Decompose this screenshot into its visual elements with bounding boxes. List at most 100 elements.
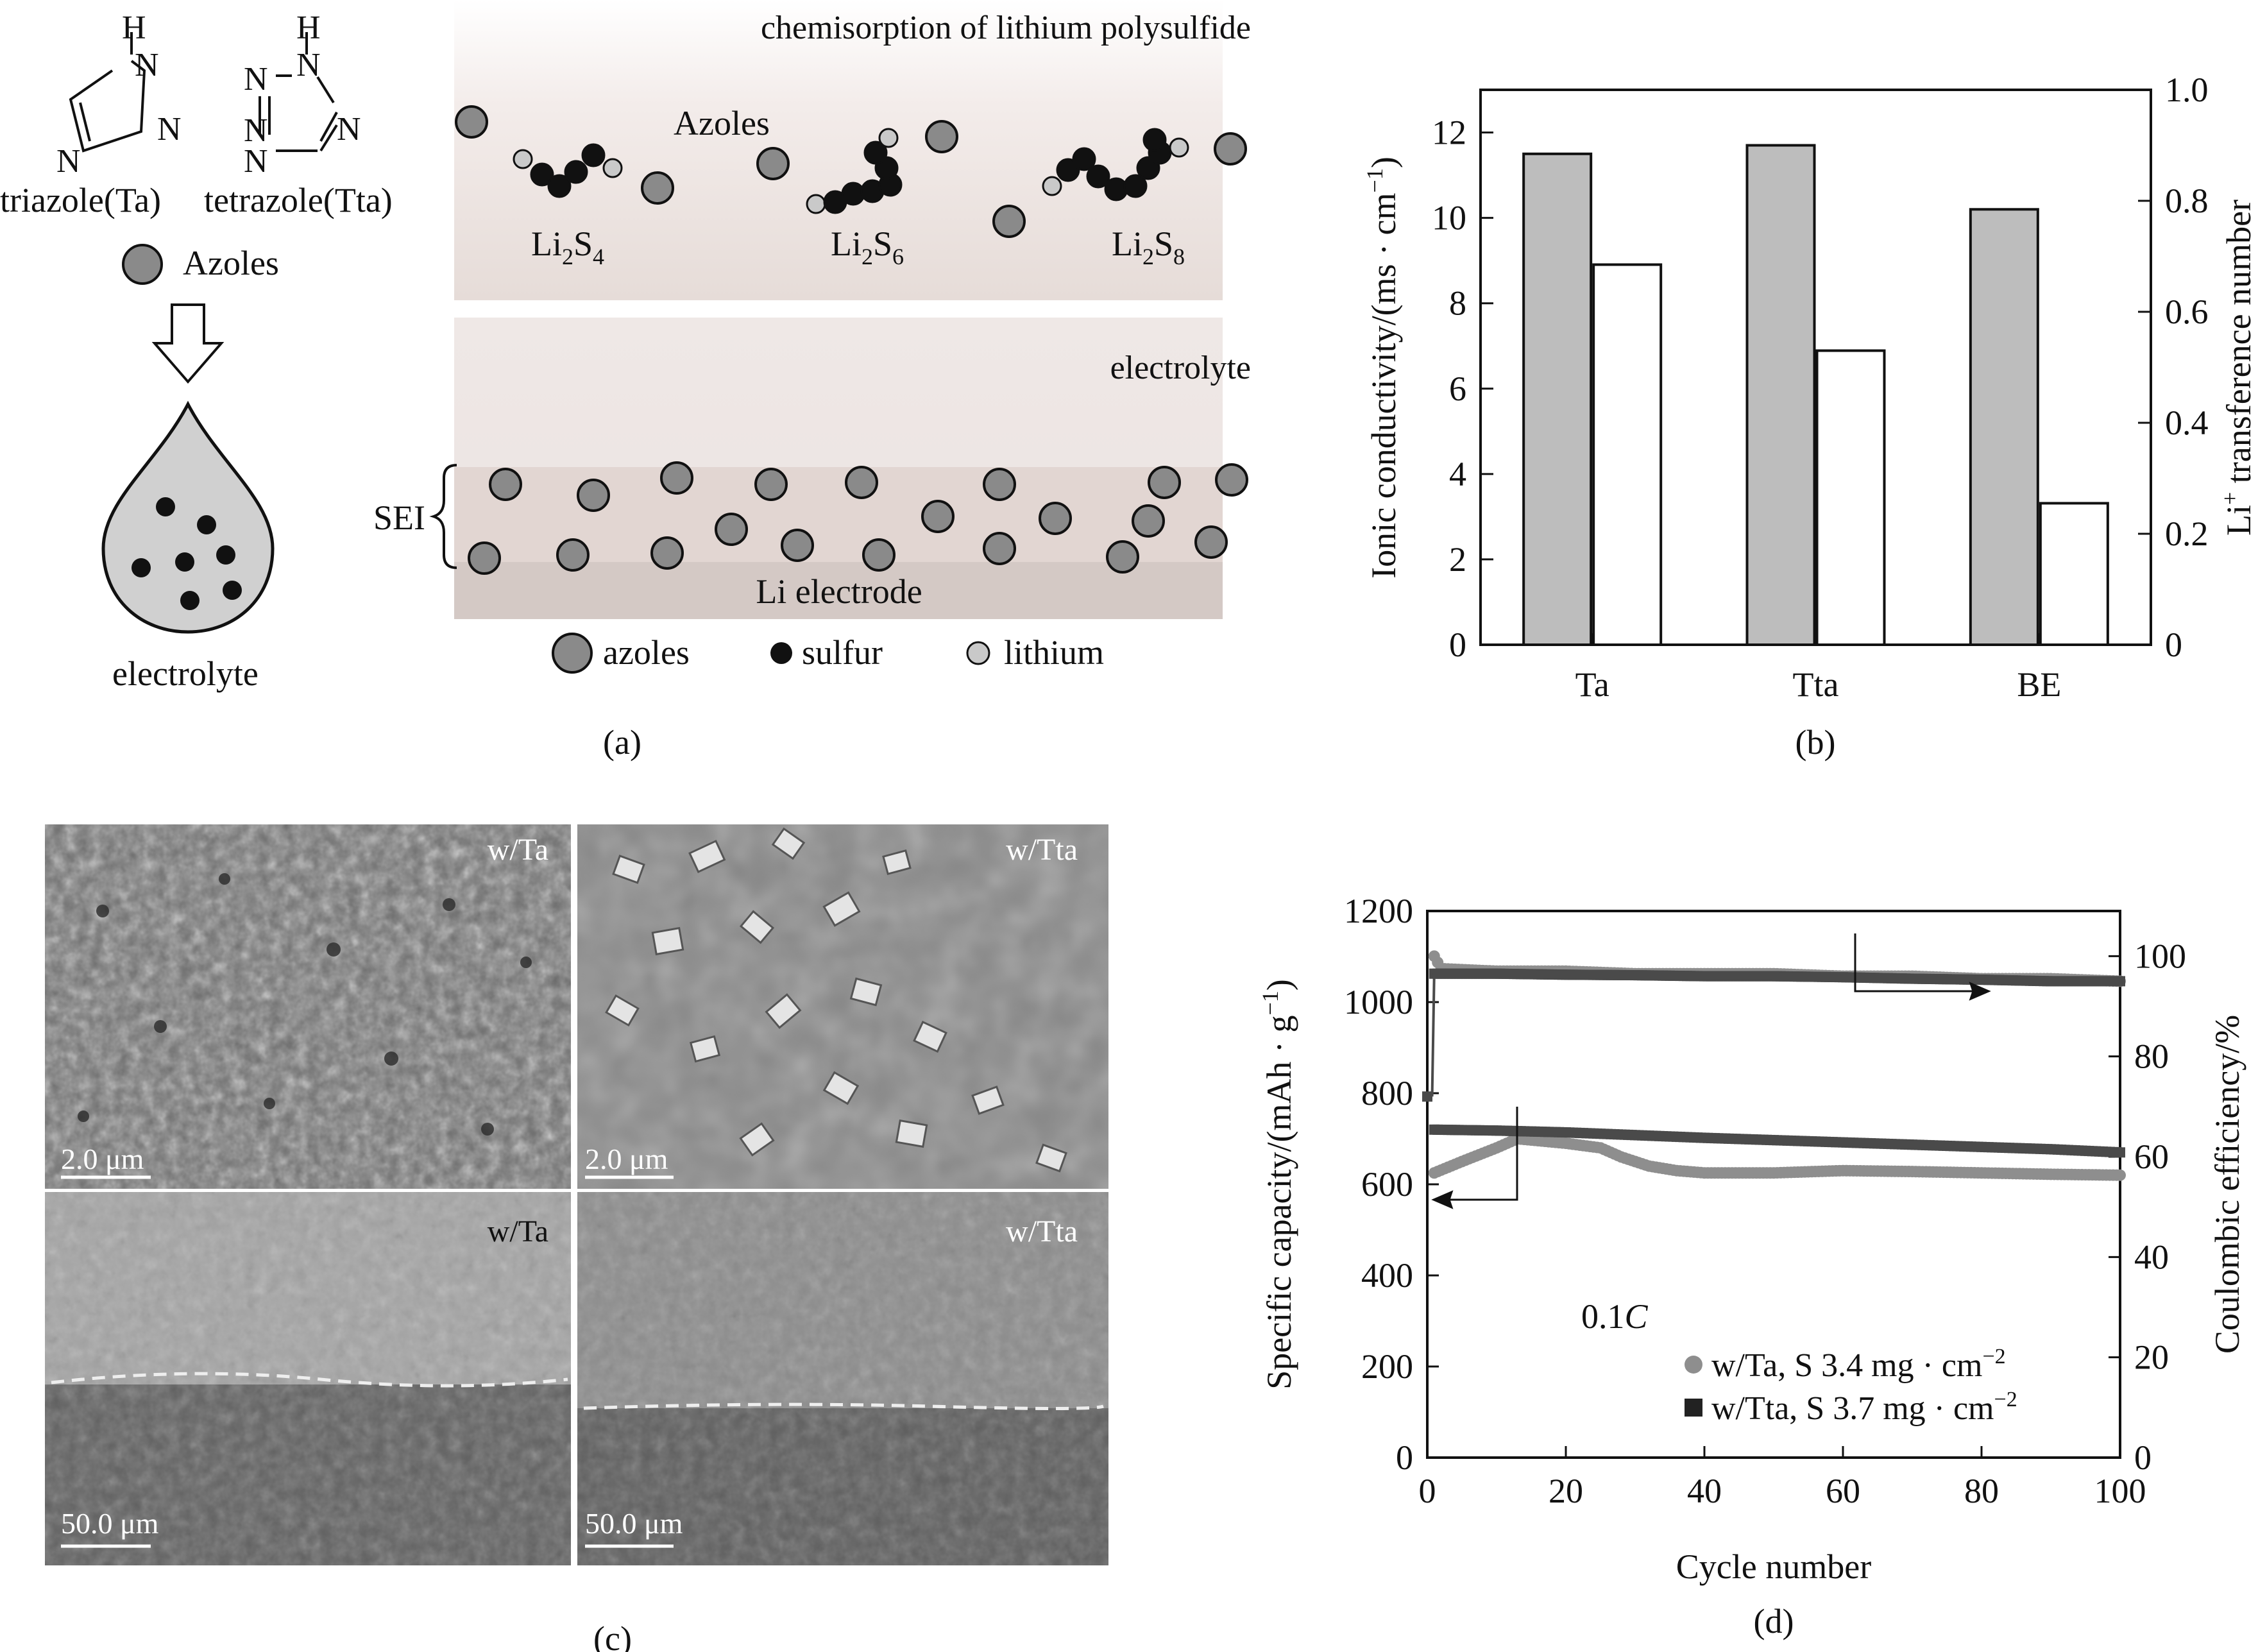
- li-electrode-layer: [454, 562, 1223, 619]
- down-arrow-icon: [151, 303, 225, 384]
- caption-c: (c): [593, 1619, 632, 1652]
- tetrazole-atom-n1: N: [296, 47, 321, 83]
- tetrazole-atom-n4: N: [244, 143, 268, 180]
- chart-d-xtick-label: 60: [1826, 1472, 1860, 1510]
- bar-ta-transference: [1592, 263, 1663, 647]
- bar-be-transference: [2039, 502, 2109, 646]
- li2s4-molecule: [513, 143, 623, 198]
- bar-ta-conductivity: [1522, 152, 1593, 647]
- azoles-legend-dot: [122, 244, 163, 285]
- chart-b-ytick-label-left: 0: [1449, 626, 1466, 664]
- tetrazole-atom-h: H: [296, 10, 321, 46]
- bar-be-conductivity: [1969, 208, 2039, 646]
- chart-b-ytick-label-left: 12: [1432, 114, 1466, 152]
- sei-label: SEI: [373, 498, 425, 537]
- chart-b-ytick-label-left: 2: [1449, 540, 1466, 579]
- sem-image-tta-cross-section: w/Tta 50.0 μm: [577, 1192, 1108, 1565]
- chemisorption-title: chemisorption of lithium polysulfide: [761, 10, 1251, 46]
- legend-lithium-label: lithium: [1004, 633, 1104, 672]
- caption-d: (d): [1754, 1602, 1794, 1640]
- panel-a: H N N N triazole(Ta) H N N N N N tetrazo…: [0, 0, 1251, 762]
- chart-b-ytick-label-left: 10: [1432, 199, 1466, 237]
- chart-d-ytick-label-right: 60: [2134, 1137, 2169, 1176]
- interface-line-tta: [583, 1402, 1104, 1410]
- legend-azoles-label: azoles: [603, 633, 690, 672]
- sem-image-ta-cross-section: w/Ta 50.0 μm: [45, 1192, 571, 1565]
- ce-point: [2115, 976, 2125, 987]
- sem-label-tta-2: w/Tta: [1006, 1214, 1078, 1248]
- chart-b-ylabel-right: Li+ transference number: [2217, 200, 2258, 536]
- triazole-label: triazole(Ta): [0, 181, 161, 219]
- panel-b: Ta Tta BE 0 2 4 6 8 10 12 0 0.2 0.4 0.6 0.8 1.0 Ionic c…: [1362, 71, 2258, 762]
- chart-d-ytick-label-right: 100: [2134, 937, 2186, 975]
- sem-scale-tta-2: 50.0 μm: [585, 1507, 683, 1540]
- sem-label-ta-1: w/Ta: [488, 833, 548, 867]
- interface-line-ta: [51, 1372, 568, 1388]
- bar-tta-transference: [1815, 349, 1886, 646]
- chart-d-ytick-label-left: 400: [1361, 1256, 1413, 1295]
- chart-b-ytick-label-left: 6: [1449, 370, 1466, 408]
- chemisorption-box: [454, 0, 1223, 300]
- legend-azoles-icon: [552, 633, 593, 674]
- chart-d-ytick-label-left: 200: [1361, 1347, 1413, 1386]
- li2s6-molecule: [806, 128, 903, 214]
- box-azole-dots: [455, 105, 1247, 238]
- chart-b-ytick-label-right: 0: [2165, 626, 2182, 664]
- legend-sulfur-icon: [770, 642, 792, 664]
- sei-azole-dots: [468, 461, 1248, 575]
- legend-ta-marker: [1685, 1356, 1702, 1374]
- capacity-point: [2115, 1147, 2125, 1158]
- tetrazole-atom-n2: N: [244, 61, 268, 98]
- chart-b-ytick-label-left: 4: [1449, 455, 1466, 493]
- legend-ta-label: w/Ta, S 3.4 mg · cm−2: [1711, 1345, 2006, 1384]
- li2s8-molecule: [1042, 128, 1189, 201]
- panel-d: 0 20 40 60 80 1000200400600800100012000204060…: [1257, 892, 2246, 1640]
- legend-tta-marker: [1685, 1399, 1702, 1417]
- rate-annotation: 0.1C: [1581, 1297, 1649, 1336]
- tetrazole-atom-n3: N: [244, 112, 268, 149]
- chart-d-xtick-label: 20: [1549, 1472, 1583, 1510]
- chart-b-ylabel-left: Ionic conductivity/(ms · cm−1): [1362, 157, 1403, 579]
- arrow-to-right-axis: [1854, 933, 1991, 1001]
- droplet-electrolyte-label: electrolyte: [112, 654, 259, 693]
- chart-b-ytick-label-right: 1.0: [2165, 71, 2209, 109]
- chart-d-ytick-label-left: 0: [1396, 1438, 1413, 1477]
- species-label-li2s8: Li2S8: [1112, 225, 1185, 269]
- sem-image-tta-surface: w/Tta 2.0 μm: [577, 824, 1108, 1189]
- ce-point-initial: [1422, 1091, 1432, 1102]
- chart-b-category-label: Tta: [1793, 665, 1839, 704]
- tetrazole-atom-n5: N: [337, 111, 361, 148]
- chart-d-ylabel-left: Specific capacity/(mAh · g−1): [1257, 979, 1298, 1390]
- li-electrode-label: Li electrode: [756, 572, 922, 611]
- legend-lithium-icon: [966, 641, 990, 665]
- tetrazole-structure: [259, 32, 338, 152]
- droplet-azole-dots: [132, 497, 242, 610]
- series-tta: [1422, 968, 2125, 1158]
- caption-b: (b): [1795, 723, 1836, 762]
- arrow-to-left-axis: [1431, 1107, 1518, 1209]
- triazole-atom-n1: N: [135, 47, 159, 83]
- triazole-atom-h: H: [122, 10, 146, 46]
- chart-d-xtick-label: 80: [1964, 1472, 1999, 1510]
- chart-b-ytick-label-right: 0.6: [2165, 293, 2209, 331]
- chart-b-category-label: Ta: [1575, 665, 1609, 704]
- chart-d-ytick-label-left: 800: [1361, 1074, 1413, 1112]
- sem-scale-ta-1: 2.0 μm: [61, 1143, 144, 1175]
- chart-d-xtick-label: 40: [1687, 1472, 1722, 1510]
- species-label-li2s4: Li2S4: [531, 225, 604, 269]
- sem-scale-ta-2: 50.0 μm: [61, 1507, 159, 1540]
- caption-a: (a): [603, 723, 641, 762]
- chart-d-xtick-label: 0: [1419, 1472, 1436, 1510]
- sem-image-ta-surface: w/Ta 2.0 μm: [45, 824, 571, 1189]
- chart-d-ylabel-right: Coulombic efficiency/%: [2208, 1015, 2246, 1354]
- sem-scale-tta-1: 2.0 μm: [585, 1143, 668, 1175]
- species-label-li2s6: Li2S6: [831, 225, 904, 269]
- ce-initial-jump: [1430, 973, 1436, 1097]
- chart-d-ytick-label-right: 40: [2134, 1238, 2169, 1276]
- chart-b-ytick-label-right: 0.2: [2165, 515, 2209, 553]
- legend-tta-label: w/Tta, S 3.7 mg · cm−2: [1711, 1388, 2017, 1427]
- box-electrolyte-label: electrolyte: [1110, 350, 1251, 386]
- capacity-point: [2114, 1169, 2126, 1181]
- sem-label-tta-1: w/Tta: [1006, 833, 1078, 867]
